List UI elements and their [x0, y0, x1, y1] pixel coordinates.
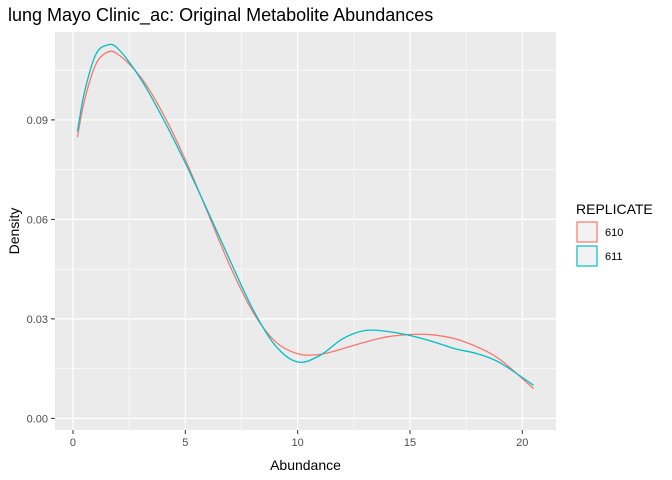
legend-key-610 — [576, 221, 598, 243]
legend-label-610: 610 — [605, 227, 623, 239]
density-line-610 — [76, 50, 534, 390]
y-tick-label: 0.06 — [27, 214, 48, 226]
y-tick-label: 0.00 — [27, 413, 48, 425]
x-axis-title: Abundance — [270, 457, 341, 473]
y-axis-title: Density — [6, 208, 22, 255]
y-tick-label: 0.09 — [27, 115, 48, 127]
legend: REPLICATE 610 611 — [576, 201, 653, 267]
axis-ticks — [51, 119, 523, 434]
x-tick-label: 10 — [292, 437, 304, 449]
x-tick-label: 15 — [404, 437, 416, 449]
minor-gridlines — [55, 32, 556, 430]
x-tick-label: 5 — [182, 437, 188, 449]
plot-panel — [55, 32, 556, 430]
legend-key-611 — [576, 245, 598, 267]
major-gridlines — [55, 32, 556, 430]
y-tick-label: 0.03 — [27, 314, 48, 326]
legend-title: REPLICATE — [576, 201, 653, 217]
tick-labels: 0 5 10 15 20 0.00 0.03 0.06 0.09 — [27, 115, 529, 449]
density-line-611 — [76, 43, 534, 386]
x-tick-label: 0 — [70, 437, 76, 449]
chart-title: lung Mayo Clinic_ac: Original Metabolite… — [8, 5, 433, 26]
legend-label-611: 611 — [605, 251, 623, 263]
series-layer — [76, 43, 534, 390]
x-tick-label: 20 — [516, 437, 528, 449]
